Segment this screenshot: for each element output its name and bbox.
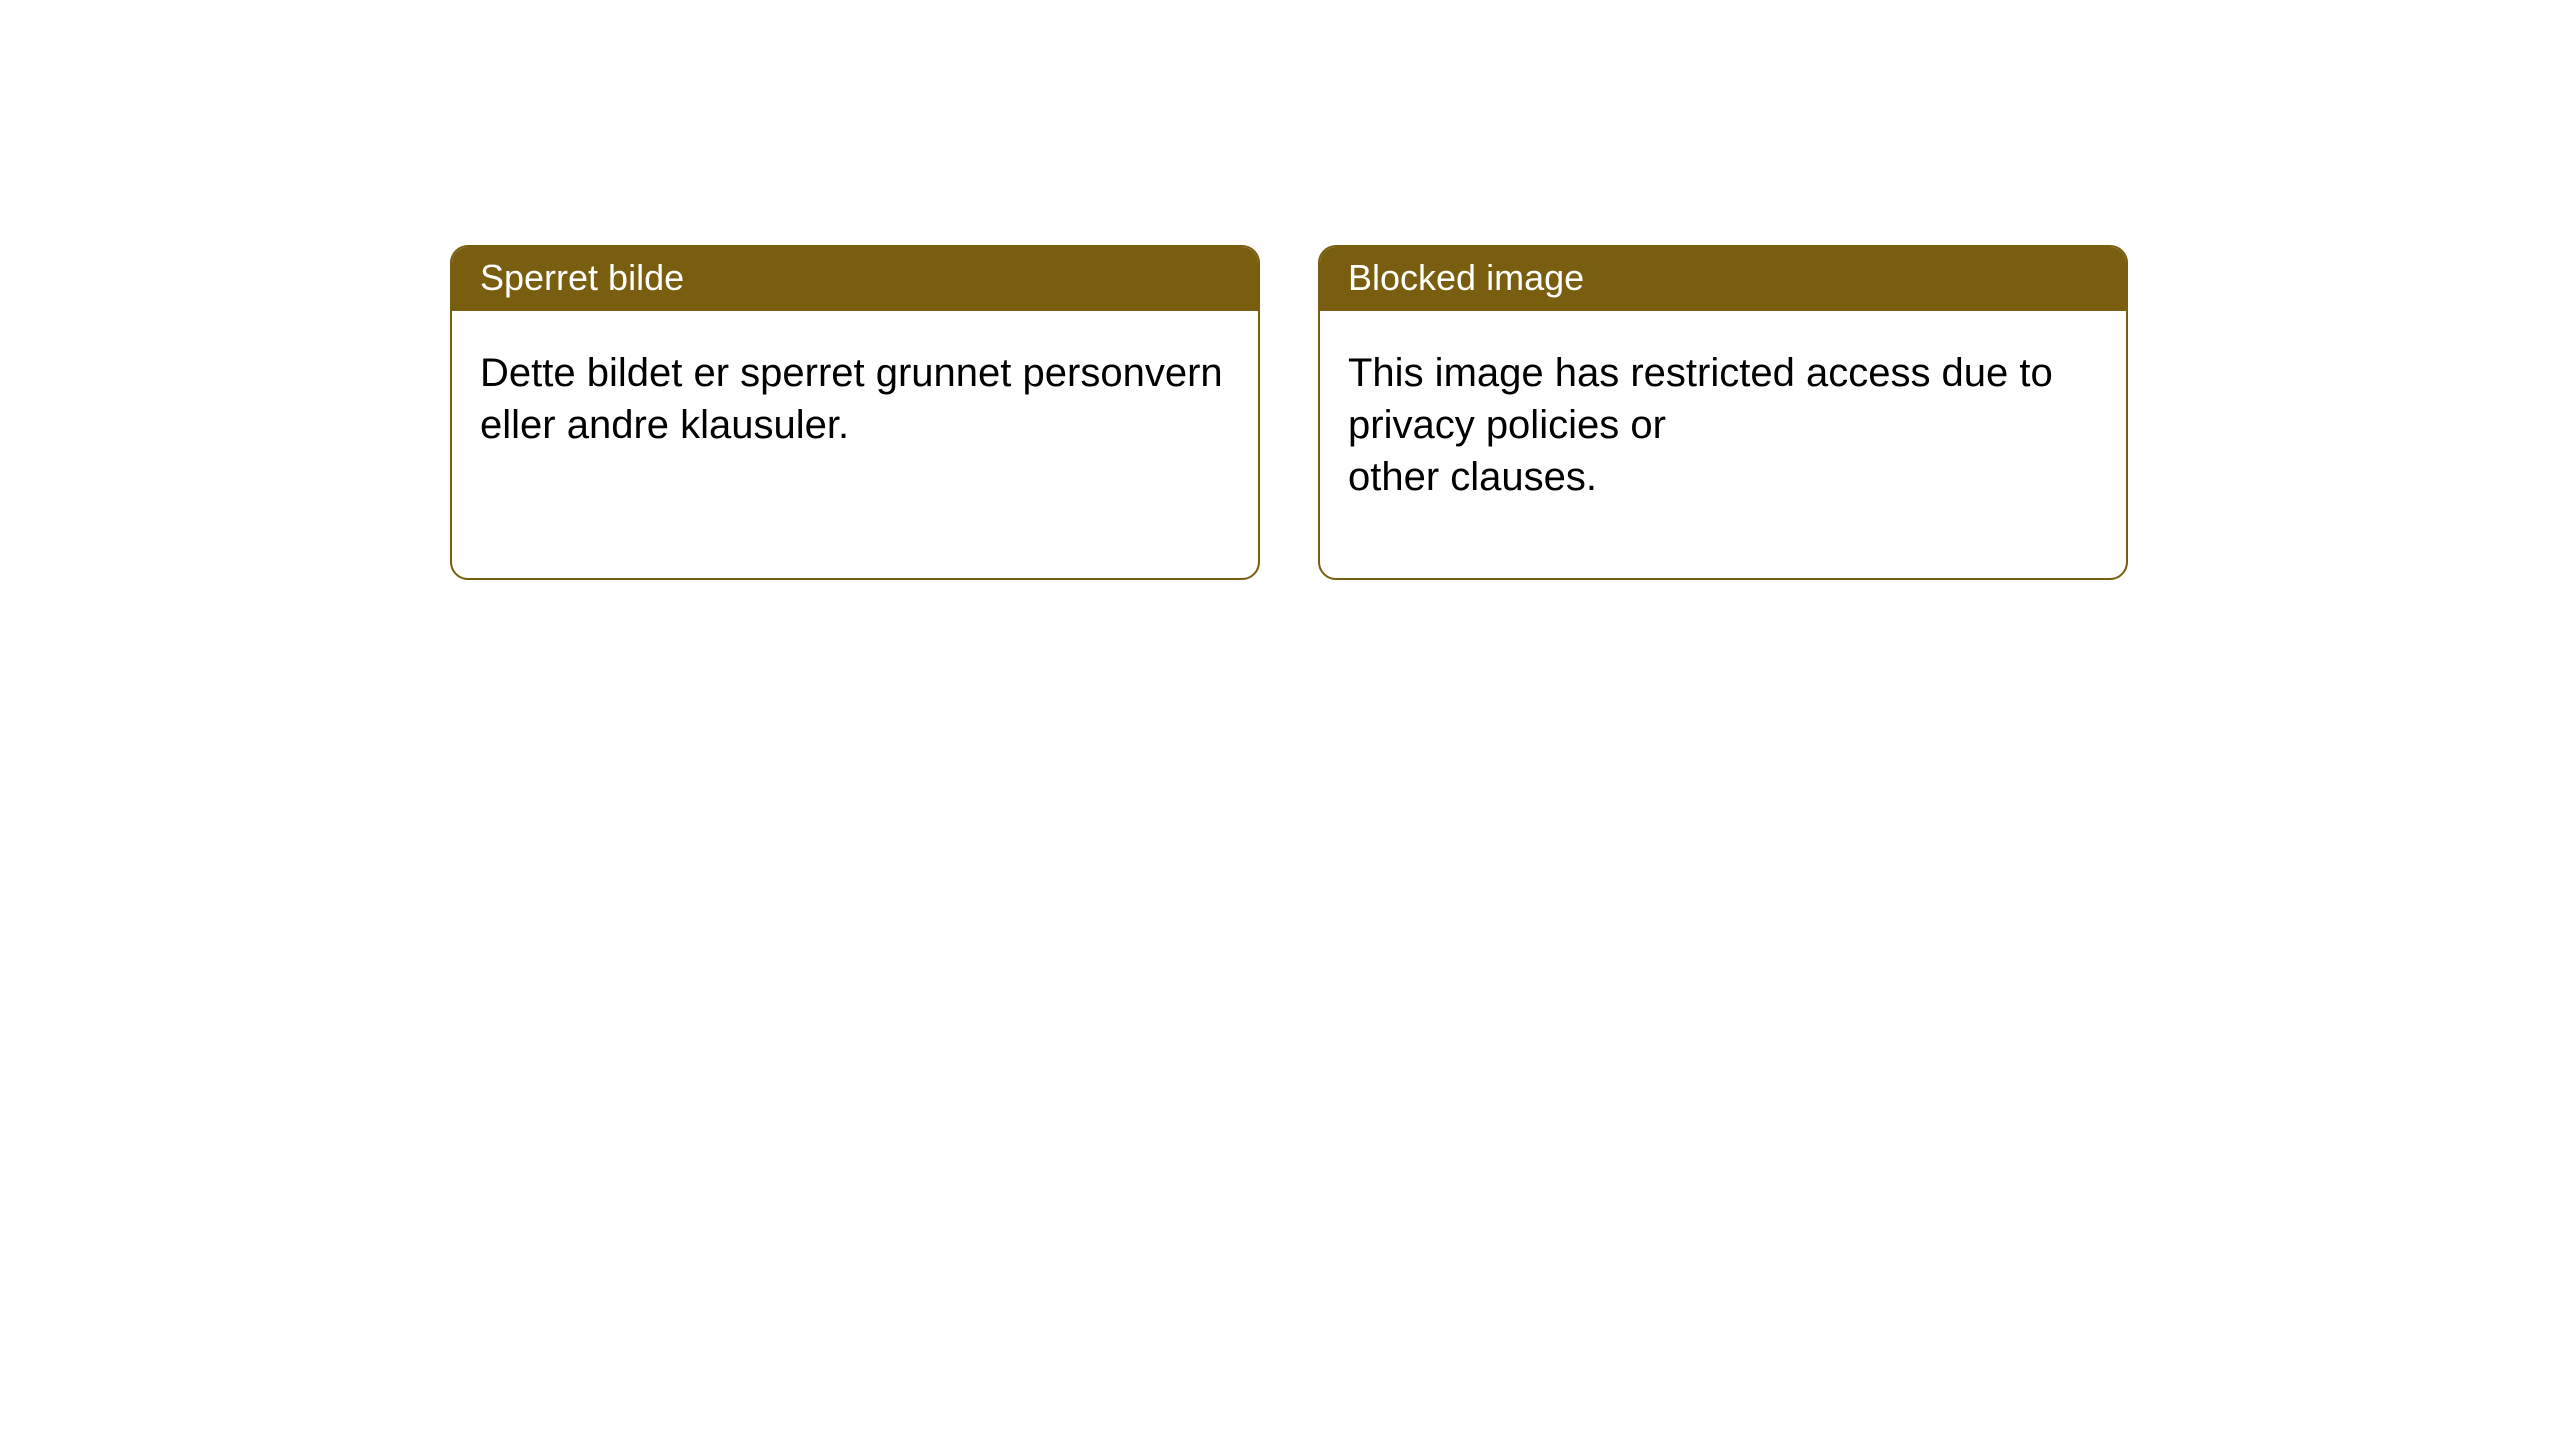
notice-title-norwegian: Sperret bilde xyxy=(452,247,1258,311)
notice-body-english: This image has restricted access due to … xyxy=(1320,311,2126,539)
notice-container: Sperret bilde Dette bildet er sperret gr… xyxy=(450,245,2128,580)
notice-body-norwegian: Dette bildet er sperret grunnet personve… xyxy=(452,311,1258,487)
notice-box-english: Blocked image This image has restricted … xyxy=(1318,245,2128,580)
notice-box-norwegian: Sperret bilde Dette bildet er sperret gr… xyxy=(450,245,1260,580)
notice-title-english: Blocked image xyxy=(1320,247,2126,311)
